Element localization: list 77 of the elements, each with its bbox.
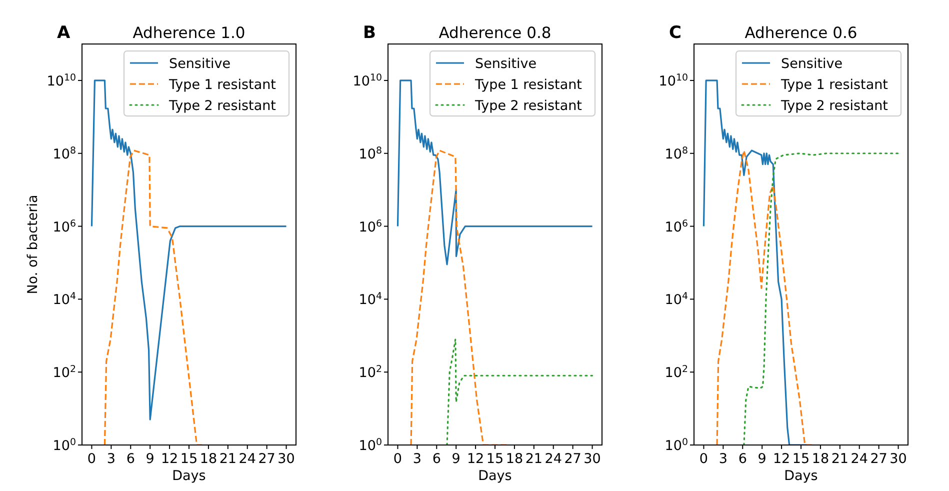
y-tick-label: 10$^{2}$ xyxy=(52,364,76,382)
x-tick-label: 6 xyxy=(126,451,135,467)
y-tick-label: 10$^{8}$ xyxy=(52,144,76,162)
y-tick-label: 10$^{8}$ xyxy=(664,144,688,162)
x-tick-label: 9 xyxy=(758,451,766,467)
x-tick-label: 9 xyxy=(146,451,154,467)
y-tick-label: 10$^{0}$ xyxy=(52,436,76,454)
x-tick-label: 15 xyxy=(180,451,198,467)
legend-label: Sensitive xyxy=(169,56,231,72)
legend-label: Type 2 resistant xyxy=(780,98,888,114)
legend-label: Sensitive xyxy=(781,56,843,72)
chart-title: Adherence 1.0 xyxy=(132,24,246,42)
legend-label: Sensitive xyxy=(475,56,537,72)
x-tick-label: 21 xyxy=(525,451,543,467)
x-tick-label: 12 xyxy=(160,451,178,467)
y-tick-label: 10$^{2}$ xyxy=(358,364,382,382)
x-tick-label: 18 xyxy=(506,451,524,467)
y-tick-label: 10$^{4}$ xyxy=(358,290,382,308)
line-series xyxy=(446,338,594,445)
x-tick-label: 21 xyxy=(219,451,237,467)
y-tick-label: 10$^{10}$ xyxy=(352,72,382,90)
text: B xyxy=(363,23,376,43)
x-tick-label: 18 xyxy=(200,451,218,467)
chart-title: Adherence 0.8 xyxy=(438,24,552,42)
x-axis-title: Days xyxy=(784,468,818,484)
y-tick-label: 10$^{0}$ xyxy=(358,436,382,454)
legend-label: Type 2 resistant xyxy=(168,98,276,114)
legend-label: Type 1 resistant xyxy=(474,77,582,93)
line-series xyxy=(396,80,594,266)
x-tick-label: 0 xyxy=(699,451,708,467)
legend-label: Type 1 resistant xyxy=(780,77,888,93)
y-tick-label: 10$^{0}$ xyxy=(664,436,688,454)
y-tick-label: 10$^{8}$ xyxy=(358,144,382,162)
x-tick-label: 15 xyxy=(486,451,504,467)
x-axis-title: Days xyxy=(172,468,206,484)
x-tick-label: 18 xyxy=(812,451,830,467)
y-tick-label: 10$^{10}$ xyxy=(658,72,688,90)
x-tick-label: 30 xyxy=(584,451,601,467)
y-tick-label: 10$^{6}$ xyxy=(358,218,382,236)
line-series xyxy=(104,150,203,445)
x-tick-label: 30 xyxy=(890,451,907,467)
x-tick-label: 24 xyxy=(850,451,868,467)
line-series xyxy=(743,152,900,445)
y-tick-label: 10$^{4}$ xyxy=(52,290,76,308)
x-tick-label: 15 xyxy=(792,451,810,467)
x-tick-label: 27 xyxy=(870,451,888,467)
legend-label: Type 2 resistant xyxy=(474,98,582,114)
x-tick-label: 12 xyxy=(466,451,484,467)
x-tick-label: 6 xyxy=(432,451,441,467)
x-tick-label: 27 xyxy=(564,451,582,467)
line-series xyxy=(90,80,288,420)
x-tick-label: 27 xyxy=(258,451,276,467)
x-tick-label: 24 xyxy=(544,451,562,467)
text: C xyxy=(669,23,682,43)
y-tick-label: 10$^{4}$ xyxy=(664,290,688,308)
y-tick-label: 10$^{2}$ xyxy=(664,364,688,382)
x-axis-title: Days xyxy=(478,468,512,484)
text: A xyxy=(57,23,71,43)
y-tick-label: 10$^{6}$ xyxy=(52,218,76,236)
x-tick-label: 3 xyxy=(718,451,728,467)
x-tick-label: 9 xyxy=(452,451,460,467)
x-tick-label: 6 xyxy=(738,451,747,467)
x-tick-label: 0 xyxy=(393,451,402,467)
x-tick-label: 21 xyxy=(831,451,849,467)
x-tick-label: 30 xyxy=(278,451,295,467)
x-tick-label: 0 xyxy=(87,451,96,467)
x-tick-label: 24 xyxy=(238,451,256,467)
line-series xyxy=(410,150,508,445)
x-tick-label: 12 xyxy=(772,451,790,467)
legend-label: Type 1 resistant xyxy=(168,77,276,93)
chart-title: Adherence 0.6 xyxy=(744,24,858,42)
line-series xyxy=(716,150,814,445)
x-tick-label: 3 xyxy=(106,451,116,467)
y-axis-title: No. of bacteria xyxy=(25,194,41,294)
y-tick-label: 10$^{10}$ xyxy=(46,72,76,90)
x-tick-label: 3 xyxy=(412,451,422,467)
y-tick-label: 10$^{6}$ xyxy=(664,218,688,236)
